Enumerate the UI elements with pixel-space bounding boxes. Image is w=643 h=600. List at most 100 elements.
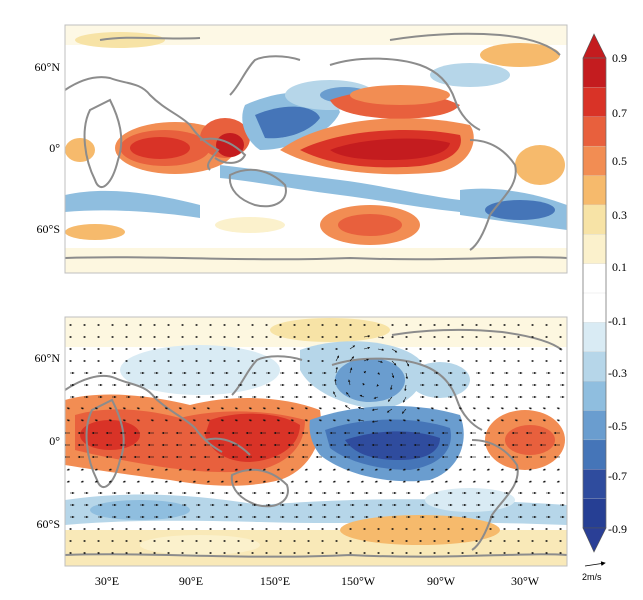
colorbar-cell xyxy=(582,175,607,206)
wind-vector xyxy=(150,407,155,410)
wind-vector xyxy=(388,419,393,422)
wind-vector xyxy=(332,480,337,483)
wind-vector xyxy=(416,419,421,422)
colorbar-cell xyxy=(582,263,607,294)
wind-vector xyxy=(486,468,491,471)
lon-label-150e: 150°E xyxy=(260,574,290,588)
colorbar-top-arrow xyxy=(582,33,607,59)
colorbar-label: 0.9 xyxy=(612,51,627,65)
wind-vector xyxy=(363,346,371,350)
wind-vector xyxy=(220,480,225,483)
wind-vector xyxy=(66,407,71,410)
wind-vector xyxy=(371,408,379,411)
wind-vector xyxy=(346,480,351,483)
wind-vector xyxy=(276,480,281,483)
wind-vector xyxy=(206,480,211,483)
wind-vector xyxy=(390,384,393,391)
wind-vector xyxy=(360,468,365,471)
wind-vector xyxy=(430,407,435,410)
wind-vector xyxy=(377,336,385,339)
wind-vector xyxy=(346,392,351,398)
bottom-lat-labels: 60°N 0° 60°S xyxy=(35,351,61,531)
bottom-coastlines xyxy=(65,328,567,558)
wind-vector xyxy=(318,480,323,483)
wind-vector xyxy=(514,480,519,483)
wind-vector xyxy=(388,468,393,471)
wind-vector xyxy=(206,468,211,471)
colorbar-label: -0.5 xyxy=(608,419,627,433)
wind-vector xyxy=(486,407,491,410)
wind-vector xyxy=(178,407,183,410)
wind-vector xyxy=(556,407,561,410)
wind-vector xyxy=(108,407,113,410)
colorbar-cells xyxy=(582,57,607,529)
wind-vector xyxy=(220,468,225,471)
wind-vector xyxy=(542,468,547,471)
wind-vector xyxy=(248,407,253,410)
lon-label-90e: 90°E xyxy=(179,574,203,588)
wind-vector xyxy=(348,379,351,386)
lon-label-150w: 150°W xyxy=(341,574,376,588)
wind-vector xyxy=(528,407,533,410)
wind-vector xyxy=(290,419,295,422)
wind-vector xyxy=(304,480,309,483)
reference-vector-label: 2m/s xyxy=(582,572,602,582)
wind-vector xyxy=(220,407,225,410)
wind-vector xyxy=(334,378,337,386)
wind-vector xyxy=(363,358,369,362)
wind-vector xyxy=(220,419,225,422)
top-lat-label-60n: 60°N xyxy=(35,60,61,74)
colorbar-label: 0.3 xyxy=(612,208,627,222)
colorbar-cell xyxy=(582,410,607,441)
wind-vector xyxy=(262,480,267,483)
wind-vector xyxy=(192,480,197,483)
wind-vector xyxy=(164,419,169,422)
top-shading xyxy=(65,25,567,273)
top-lat-label-60s: 60°S xyxy=(37,222,60,236)
wind-vector xyxy=(344,405,351,410)
wind-vector xyxy=(430,480,435,483)
wind-vector xyxy=(403,396,407,403)
wind-vector xyxy=(472,480,477,483)
wind-vector xyxy=(318,419,323,422)
wind-vector xyxy=(262,407,267,410)
reference-vector-arrow xyxy=(584,561,606,567)
wind-vector xyxy=(192,407,197,410)
wind-vector xyxy=(80,407,85,410)
wind-vector xyxy=(430,419,435,422)
wind-vector xyxy=(405,360,410,367)
wind-vector xyxy=(402,468,407,471)
colorbar-cell xyxy=(582,292,607,323)
wind-vector xyxy=(416,407,421,410)
wind-vector xyxy=(458,468,463,471)
wind-vector xyxy=(371,420,379,423)
wind-vector xyxy=(80,468,85,471)
wind-vector xyxy=(486,480,491,483)
colorbar-cell xyxy=(582,145,607,176)
lon-labels: 30°E 90°E 150°E 150°W 90°W 30°W xyxy=(95,574,540,588)
wind-vector xyxy=(416,480,421,483)
wind-vector xyxy=(359,394,365,398)
wind-vector xyxy=(318,468,323,471)
wind-vector xyxy=(386,408,393,413)
wind-vector xyxy=(136,419,141,422)
colorbar-label: -0.9 xyxy=(608,522,627,536)
wind-vector xyxy=(304,419,309,422)
wind-vector xyxy=(500,468,505,471)
wind-vector xyxy=(136,407,141,410)
wind-vector xyxy=(346,419,351,422)
bottom-lat-label-0: 0° xyxy=(49,434,60,448)
wind-vector xyxy=(335,366,338,374)
wind-vector xyxy=(360,480,365,483)
wind-vector xyxy=(373,396,379,399)
wind-vector xyxy=(122,407,127,410)
colorbar-cell xyxy=(582,204,607,235)
wind-vector xyxy=(206,407,211,410)
wind-vector xyxy=(363,335,371,338)
wind-vector xyxy=(362,382,365,386)
wind-vector xyxy=(333,391,337,398)
wind-vector xyxy=(542,419,547,422)
wind-vector xyxy=(276,468,281,471)
wind-vector xyxy=(458,419,463,422)
